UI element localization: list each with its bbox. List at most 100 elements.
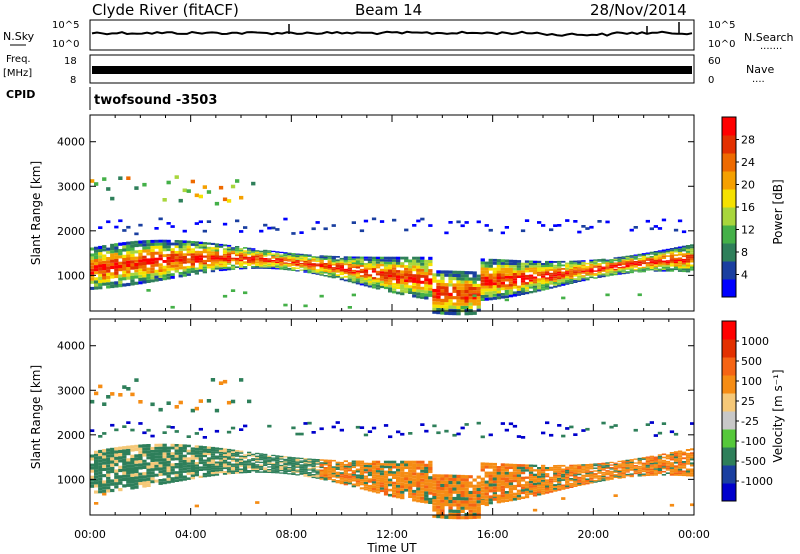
echo-cell bbox=[637, 261, 642, 264]
echo-cell bbox=[383, 279, 389, 282]
echo-cell bbox=[138, 281, 143, 285]
echo-cell bbox=[609, 261, 614, 263]
echo-cell bbox=[279, 457, 284, 459]
echo-cell bbox=[488, 495, 493, 499]
echo-cell bbox=[464, 312, 469, 316]
echo-cell bbox=[492, 494, 497, 497]
echo-cell bbox=[609, 470, 614, 473]
echo-cell bbox=[649, 461, 654, 463]
echo-cell bbox=[388, 463, 393, 466]
echo-cell bbox=[549, 264, 554, 267]
echo-cell bbox=[464, 487, 469, 491]
echo-cell bbox=[661, 260, 667, 263]
echo-cell bbox=[545, 285, 550, 288]
echo-cell bbox=[130, 445, 135, 449]
echo-cell bbox=[408, 273, 413, 277]
echo-cell bbox=[102, 486, 107, 490]
echo-cell bbox=[110, 272, 115, 276]
echo-cell bbox=[597, 276, 602, 278]
echo-cell bbox=[283, 472, 288, 475]
echo-cell bbox=[673, 268, 679, 271]
echo-cell bbox=[613, 474, 618, 476]
echo-cell bbox=[170, 426, 175, 429]
echo-cell bbox=[259, 264, 264, 267]
echo-cell bbox=[416, 265, 421, 269]
echo-cell bbox=[480, 267, 485, 271]
echo-cell bbox=[516, 272, 522, 276]
echo-cell bbox=[665, 250, 671, 252]
echo-cell bbox=[102, 467, 107, 471]
echo-cell bbox=[673, 247, 679, 249]
echo-cell bbox=[484, 474, 489, 478]
echo-cell bbox=[331, 260, 336, 263]
echo-cell bbox=[130, 454, 135, 458]
echo-cell bbox=[327, 459, 332, 462]
echo-cell bbox=[230, 470, 236, 473]
echo-cell bbox=[492, 462, 497, 466]
echo-cell bbox=[400, 262, 405, 265]
echo-cell bbox=[516, 469, 522, 472]
echo-cell bbox=[561, 268, 566, 270]
echo-cell bbox=[617, 269, 622, 271]
echo-cell bbox=[669, 430, 675, 434]
colorbar-tick-label: 4 bbox=[741, 269, 748, 282]
echo-cell bbox=[488, 297, 493, 301]
echo-cell bbox=[343, 479, 348, 482]
colorbar-frame bbox=[721, 320, 737, 502]
echo-cell bbox=[138, 453, 143, 457]
echo-cell bbox=[178, 261, 183, 265]
echo-cell bbox=[170, 248, 175, 251]
echo-cell bbox=[549, 278, 554, 281]
echo-cell bbox=[420, 423, 425, 426]
echo-cell bbox=[420, 262, 425, 266]
echo-cell bbox=[444, 493, 449, 497]
echo-cell bbox=[267, 470, 272, 472]
echo-cell bbox=[613, 469, 618, 471]
echo-cell bbox=[371, 256, 377, 259]
echo-cell bbox=[226, 458, 232, 460]
echo-cell bbox=[327, 465, 332, 468]
echo-cell bbox=[255, 501, 260, 504]
echo-cell bbox=[351, 277, 356, 280]
echo-cell bbox=[94, 481, 99, 485]
echo-cell bbox=[106, 260, 111, 264]
echo-cell bbox=[351, 273, 356, 276]
echo-cell bbox=[476, 509, 481, 513]
echo-cell bbox=[138, 278, 143, 282]
echo-cell bbox=[98, 477, 103, 481]
echo-cell bbox=[98, 276, 103, 280]
echo-cell bbox=[557, 281, 562, 283]
echo-cell bbox=[134, 470, 139, 474]
echo-cell bbox=[400, 284, 405, 287]
echo-cell bbox=[243, 261, 248, 263]
echo-cell bbox=[90, 454, 95, 458]
echo-cell bbox=[299, 468, 304, 470]
echo-cell bbox=[690, 266, 695, 269]
echo-cell bbox=[597, 273, 602, 276]
echo-cell bbox=[613, 466, 618, 468]
echo-cell bbox=[488, 477, 493, 481]
freq-left-label-2: [MHz] bbox=[3, 68, 32, 79]
echo-cell bbox=[685, 266, 691, 269]
echo-cell bbox=[118, 249, 123, 253]
echo-cell bbox=[138, 240, 143, 244]
echo-cell bbox=[484, 264, 489, 268]
echo-cell bbox=[154, 464, 159, 468]
echo-cell bbox=[214, 255, 220, 258]
echo-cell bbox=[263, 258, 268, 260]
echo-cell bbox=[545, 469, 550, 472]
echo-cell bbox=[404, 471, 409, 475]
echo-cell bbox=[130, 279, 135, 283]
echo-cell bbox=[218, 467, 224, 470]
echo-cell bbox=[259, 458, 264, 461]
echo-cell bbox=[327, 464, 332, 466]
echo-cell bbox=[420, 268, 425, 272]
echo-cell bbox=[347, 480, 352, 483]
echo-cell bbox=[98, 468, 103, 472]
echo-cell bbox=[545, 467, 550, 470]
echo-cell bbox=[392, 272, 397, 275]
echo-cell bbox=[613, 471, 618, 473]
echo-cell bbox=[633, 462, 638, 464]
echo-cell bbox=[657, 471, 663, 473]
echo-cell bbox=[657, 251, 663, 254]
